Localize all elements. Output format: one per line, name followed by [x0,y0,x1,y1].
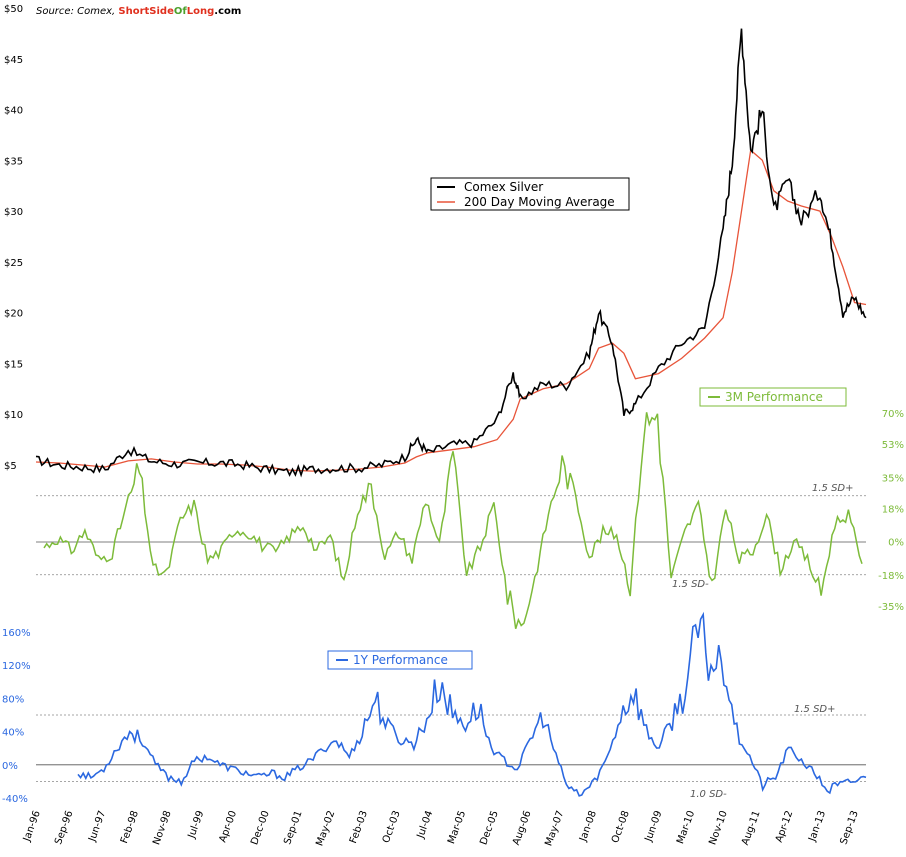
x-tick-label: Oct-03 [381,809,403,844]
perf3m-y-axis: 70% 53% 35% 18% 0% -18% -35% [878,409,904,613]
perf1y-sd-plus-label: 1.5 SD+ [794,704,836,715]
price-y-tick-label: $15 [4,359,23,370]
x-tick-label: Jan-08 [577,809,599,844]
x-axis: Jan-96 Sep-96 Jun-97 Feb-98 Nov-98 Jul-99 Apr-… [21,809,861,847]
x-tick-label: Jul-04 [415,809,435,840]
price-y-tick-label: $35 [4,156,23,167]
x-tick-label: Sep-01 [282,809,304,846]
source-text: Source: Comex, ShortSideOfLong.com [36,6,241,17]
price-y-tick-label: $20 [4,309,23,320]
x-tick-label: Dec-00 [249,809,272,846]
brand-suffix: .com [214,6,241,17]
brand-side: Side [149,6,174,17]
perf1y-sd-minus-label: 1.0 SD- [690,789,727,800]
x-tick-label: Nov-10 [707,809,730,846]
price-y-tick-label: $5 [4,461,17,472]
x-tick-label: Dec-05 [478,809,501,846]
price-y-axis: $5 $10 $15 $20 $25 $30 $35 $40 $45 $50 [4,4,23,472]
price-y-tick-label: $45 [4,55,23,66]
x-tick-label: Jun-97 [87,809,109,844]
perf1y-legend-label: 1Y Performance [353,653,448,667]
x-tick-label: Feb-03 [348,809,370,845]
perf3m-legend: 3M Performance [699,387,847,407]
price-legend-box [430,177,630,211]
x-tick-label: Mar-05 [446,809,468,845]
brand-of: Of [174,6,188,17]
x-tick-label: Feb-98 [119,809,141,845]
perf1y-y-tick-label: 80% [2,694,24,705]
brand-long: Long [187,6,215,17]
price-y-tick-label: $40 [4,106,23,117]
x-tick-label: Mar-10 [675,809,697,845]
price-panel: $5 $10 $15 $20 $25 $30 $35 $40 $45 $50 Comex Silv… [4,4,867,478]
x-tick-label: May-07 [543,809,566,847]
perf3m-y-tick-label: 70% [882,409,904,420]
perf1y-y-tick-label: 40% [2,728,24,739]
moving-average-line [35,148,867,472]
brand-short: Short [118,6,149,17]
x-tick-label: Apr-00 [217,809,239,844]
x-tick-label: Oct-08 [610,809,632,844]
perf3m-legend-box [699,387,847,407]
comex-silver-line [35,28,867,478]
perf1y-line [77,611,867,797]
perf3m-sd-plus-label: 1.5 SD+ [812,483,854,494]
perf1y-y-tick-label: 120% [2,661,31,672]
perf3m-y-tick-label: 0% [888,538,904,549]
perf3m-y-tick-label: 18% [882,505,904,516]
perf3m-line [43,412,863,630]
perf1y-y-tick-label: 160% [2,628,31,639]
x-tick-label: Jan-13 [807,809,829,844]
perf1y-legend-box [327,650,473,670]
x-tick-label: Jun-09 [643,809,665,844]
perf3m-y-tick-label: -35% [878,602,904,613]
perf3m-sd-minus-label: 1.5 SD- [672,579,709,590]
x-tick-label: Jul-99 [186,809,206,840]
x-tick-label: Apr-12 [774,809,796,844]
perf1y-y-tick-label: 0% [2,761,18,772]
perf1y-panel: 160% 120% 80% 40% 0% -40% 1.5 SD+ 1.0 SD- 1Y … [2,611,867,805]
perf1y-y-axis: 160% 120% 80% 40% 0% -40% [2,628,31,805]
perf3m-y-tick-label: -18% [878,571,904,582]
perf3m-y-tick-label: 35% [882,473,904,484]
legend-ma-label: 200 Day Moving Average [464,195,615,209]
price-y-tick-label: $25 [4,258,23,269]
x-tick-label: Aug-06 [511,809,534,846]
perf3m-y-tick-label: 53% [882,440,904,451]
perf1y-legend: 1Y Performance [327,650,473,670]
source-prefix: Source: Comex, [36,6,118,17]
legend-silver-label: Comex Silver [464,180,543,194]
perf3m-panel: 70% 53% 35% 18% 0% -18% -35% 1.5 SD+ 1.5 SD- 3… [36,387,904,630]
price-y-tick-label: $10 [4,410,23,421]
x-tick-label: Sep-96 [53,809,75,846]
x-tick-label: Aug-11 [740,809,763,846]
price-y-tick-label: $50 [4,4,23,15]
x-tick-label: Jan-96 [21,809,43,844]
perf3m-legend-label: 3M Performance [725,390,823,404]
perf1y-y-tick-label: -40% [2,794,28,805]
price-y-tick-label: $30 [4,207,23,218]
price-legend: Comex Silver 200 Day Moving Average [430,177,630,211]
x-tick-label: Nov-98 [151,809,174,846]
x-tick-label: Sep-13 [838,809,860,846]
x-tick-label: May-02 [314,809,337,847]
